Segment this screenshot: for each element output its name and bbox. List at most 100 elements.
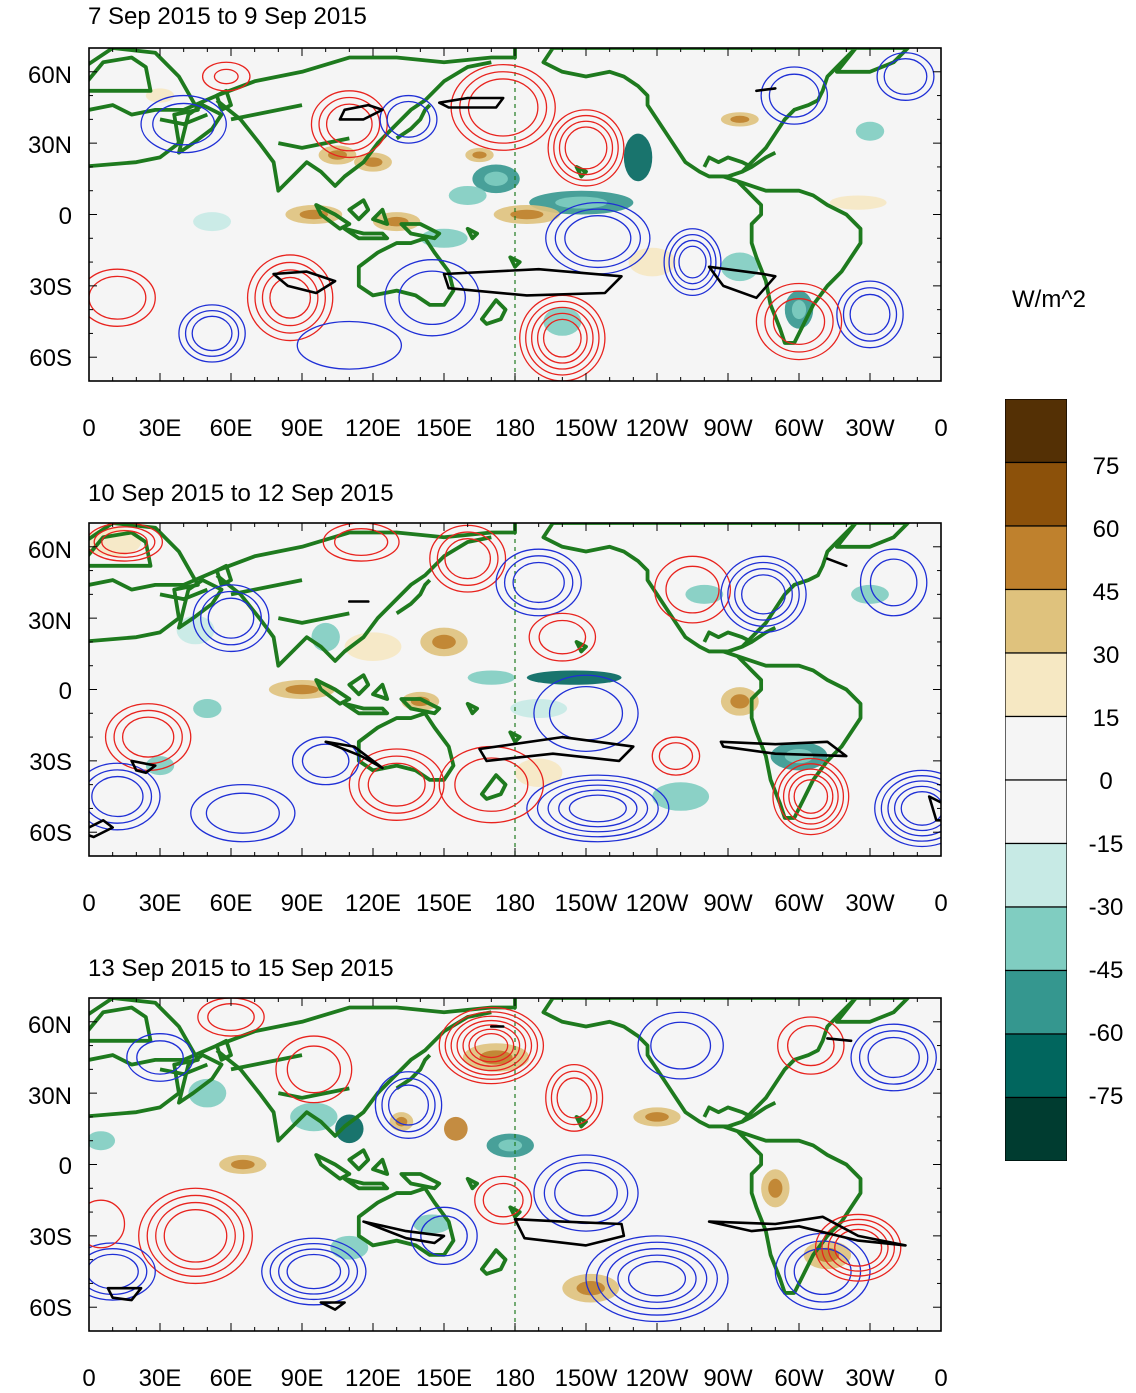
- bold-contour: [89, 819, 114, 839]
- positive-contour: [545, 1063, 604, 1132]
- anomaly-shading: [515, 758, 563, 788]
- colorbar: [1004, 398, 1068, 1162]
- positive-contour: [438, 1006, 545, 1085]
- negative-contour: [191, 315, 233, 352]
- positive-contour: [462, 1024, 521, 1067]
- lon-label: 120E: [344, 1365, 402, 1392]
- negative-contour: [512, 561, 565, 604]
- negative-contour: [867, 1036, 920, 1079]
- lon-label: 30E: [138, 1365, 182, 1392]
- lon-label: 180: [494, 415, 536, 442]
- negative-contour: [663, 228, 722, 297]
- negative-contour: [869, 558, 918, 607]
- positive-contour: [474, 1032, 509, 1059]
- positive-contour: [155, 1201, 236, 1270]
- negative-contour: [386, 100, 431, 138]
- bold-contour: [707, 1215, 907, 1247]
- lat-label: 30S: [29, 749, 72, 776]
- anomaly-shading: [829, 195, 887, 210]
- anomaly-shading-core: [363, 157, 383, 167]
- positive-contour: [528, 612, 597, 662]
- negative-contour: [874, 769, 941, 848]
- bold-contour: [719, 740, 848, 758]
- negative-contour: [596, 1241, 719, 1316]
- negative-contour: [876, 52, 935, 101]
- positive-contour: [275, 1035, 353, 1104]
- positive-contour: [525, 300, 600, 376]
- negative-contour: [126, 1033, 194, 1082]
- negative-contour: [286, 1253, 342, 1290]
- negative-contour: [568, 794, 627, 823]
- positive-contour: [146, 1194, 245, 1277]
- positive-contour: [89, 275, 147, 320]
- negative-contour: [184, 309, 240, 357]
- negative-contour: [533, 1154, 639, 1232]
- positive-contour: [482, 1182, 524, 1218]
- positive-contour: [474, 1175, 533, 1225]
- positive-contour: [325, 103, 373, 145]
- positive-contour: [542, 318, 582, 358]
- anomaly-shading: [444, 1116, 468, 1141]
- anomaly-shading: [193, 212, 231, 232]
- lon-label: 120E: [344, 890, 402, 917]
- positive-contour: [564, 126, 608, 170]
- positive-contour: [468, 1028, 515, 1063]
- negative-contour: [668, 233, 717, 291]
- lon-label: 150W: [554, 890, 618, 917]
- negative-contour: [420, 1215, 468, 1257]
- lon-label: 150E: [415, 415, 473, 442]
- anomaly-shading: [851, 584, 889, 604]
- anomaly-shading-core: [791, 300, 807, 320]
- negative-contour: [850, 1023, 937, 1092]
- colorbar-swatch: [1004, 1096, 1068, 1162]
- lon-label: 180: [494, 890, 536, 917]
- negative-contour: [547, 784, 649, 833]
- positive-contour: [550, 1070, 598, 1126]
- positive-contour: [531, 306, 594, 370]
- negative-contour: [136, 1040, 184, 1075]
- negative-contour: [760, 66, 829, 125]
- negative-contour: [291, 736, 360, 786]
- colorbar-label: 45: [1092, 579, 1120, 606]
- colorbar-swatch: [1004, 906, 1068, 972]
- negative-contour: [261, 1237, 367, 1306]
- positive-contour: [286, 1045, 341, 1094]
- anomaly-shading-core: [285, 684, 319, 695]
- anomaly-shading: [145, 88, 175, 103]
- positive-contour: [450, 1015, 533, 1076]
- lat-label: 60S: [29, 1295, 72, 1322]
- positive-contour: [558, 120, 614, 176]
- lon-label: 150W: [554, 415, 618, 442]
- negative-contour: [495, 548, 582, 617]
- positive-contour: [456, 1019, 527, 1072]
- panel-title: 7 Sep 2015 to 9 Sep 2015: [88, 3, 367, 30]
- negative-contour: [793, 1248, 852, 1296]
- lat-label: 30S: [29, 274, 72, 301]
- negative-contour: [503, 555, 574, 610]
- lon-label: 0: [934, 415, 948, 442]
- lat-label: 60N: [27, 537, 72, 564]
- lat-label: 60S: [29, 345, 72, 372]
- positive-contour: [101, 529, 148, 555]
- negative-contour: [741, 574, 786, 615]
- negative-contour: [301, 743, 350, 779]
- bold-contour: [478, 735, 635, 763]
- anomaly-shading: [526, 670, 622, 685]
- lon-label: 0: [934, 890, 948, 917]
- positive-contour: [777, 1016, 845, 1075]
- lon-label: 90E: [280, 890, 324, 917]
- negative-contour: [883, 58, 928, 96]
- anomaly-shading: [510, 699, 568, 719]
- lon-label: 90W: [703, 1365, 753, 1392]
- positive-contour: [93, 526, 156, 558]
- bold-contour: [755, 87, 777, 93]
- bold-contour: [362, 1220, 446, 1245]
- negative-contour: [398, 270, 466, 326]
- anomaly-shading-core: [768, 1178, 783, 1198]
- anomaly-shading-core: [328, 150, 347, 160]
- bold-contour: [338, 103, 384, 121]
- colorbar-swatch: [1004, 525, 1068, 591]
- negative-contour: [554, 208, 642, 269]
- colorbar-swatches: [1004, 398, 1068, 1162]
- colorbar-label: -60: [1088, 1020, 1124, 1047]
